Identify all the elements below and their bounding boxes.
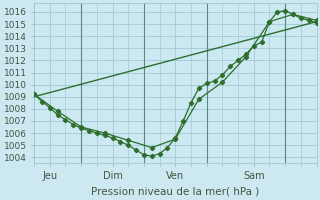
X-axis label: Pression niveau de la mer( hPa ): Pression niveau de la mer( hPa ): [91, 187, 260, 197]
